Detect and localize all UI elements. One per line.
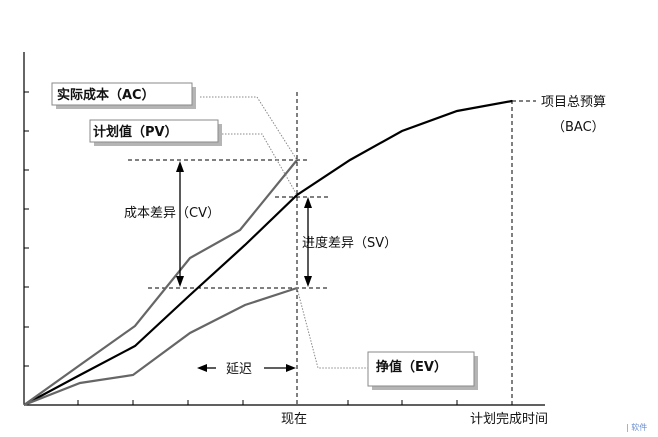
pv-label: 计划值（PV） — [93, 124, 178, 140]
ev-label-box: 挣值（EV） — [367, 351, 478, 390]
watermark: | 软件 — [626, 422, 647, 432]
ac-curve — [23, 159, 298, 406]
sv-arrow — [304, 197, 312, 287]
ac-label: 实际成本（AC） — [57, 87, 155, 103]
pv-curve — [23, 99, 513, 406]
delay-arrow — [197, 364, 296, 372]
planned-finish-label: 计划完成时间 — [470, 412, 548, 427]
ev-leader-line — [296, 287, 368, 369]
ac-leader-line — [200, 96, 298, 161]
x-ticks — [77, 400, 458, 405]
bac-label-line1: 项目总预算 — [541, 95, 606, 110]
ac-label-box: 实际成本（AC） — [51, 82, 196, 109]
ev-label: 挣值（EV） — [376, 359, 447, 375]
cv-arrow — [176, 161, 184, 287]
pv-label-box: 计划值（PV） — [89, 119, 222, 146]
cv-label: 成本差异（CV） — [124, 206, 220, 221]
delay-label: 延迟 — [226, 362, 252, 377]
bac-label-line2: （BAC） — [552, 120, 605, 135]
now-label: 现在 — [281, 412, 307, 427]
pv-leader-line — [222, 133, 298, 196]
ev-curve — [23, 286, 298, 407]
y-ticks — [24, 91, 29, 367]
sv-label: 进度差异（SV） — [302, 235, 397, 251]
